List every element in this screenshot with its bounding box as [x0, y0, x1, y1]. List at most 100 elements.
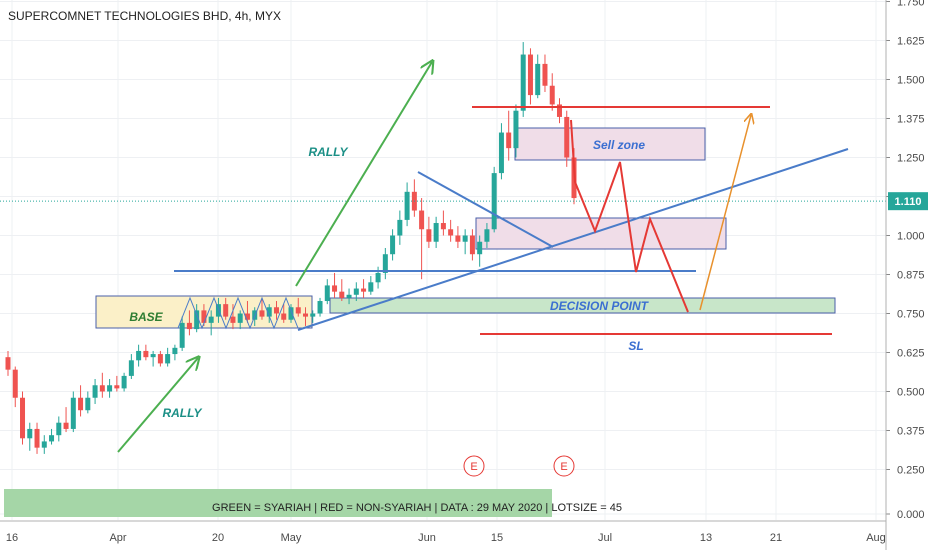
- candle[interactable]: [295, 297, 301, 317]
- candle[interactable]: [99, 372, 105, 398]
- y-tick-label: 1.000: [897, 231, 925, 243]
- candle[interactable]: [404, 182, 410, 227]
- candle[interactable]: [114, 375, 120, 392]
- candle[interactable]: [455, 226, 461, 248]
- candle[interactable]: [469, 229, 475, 261]
- candle[interactable]: [426, 216, 432, 248]
- candle[interactable]: [448, 219, 454, 242]
- candle[interactable]: [56, 416, 62, 442]
- candle[interactable]: [237, 310, 243, 330]
- y-tick-label: 1.625: [897, 36, 925, 48]
- candle[interactable]: [411, 179, 417, 217]
- x-tick-label: May: [281, 532, 302, 544]
- sell-zone-label: Sell zone: [593, 138, 645, 152]
- candle[interactable]: [49, 428, 55, 445]
- candle[interactable]: [63, 407, 69, 433]
- candle[interactable]: [136, 344, 142, 367]
- candle[interactable]: [498, 123, 504, 180]
- candle[interactable]: [266, 304, 272, 323]
- candle[interactable]: [172, 344, 178, 361]
- candle[interactable]: [150, 350, 156, 367]
- candle-body: [295, 307, 301, 314]
- x-tick-label: 16: [6, 532, 18, 544]
- candle[interactable]: [477, 235, 483, 267]
- candle[interactable]: [27, 422, 33, 451]
- candle[interactable]: [12, 366, 18, 408]
- candle-body: [353, 288, 359, 295]
- candle[interactable]: [535, 54, 541, 99]
- candle-body: [281, 313, 287, 320]
- candle[interactable]: [506, 110, 512, 161]
- candle[interactable]: [20, 391, 26, 445]
- candle[interactable]: [273, 301, 279, 320]
- candle-body: [346, 294, 352, 298]
- candle[interactable]: [353, 282, 359, 302]
- earnings-marker-1[interactable]: E: [463, 455, 485, 477]
- candle[interactable]: [440, 210, 446, 236]
- candle[interactable]: [491, 166, 497, 233]
- chart-title: SUPERCOMNET TECHNOLOGIES BHD, 4h, MYX: [8, 9, 281, 23]
- candle-body: [121, 375, 127, 389]
- candle[interactable]: [259, 297, 265, 320]
- candle[interactable]: [208, 310, 214, 336]
- candle[interactable]: [70, 391, 76, 433]
- candles[interactable]: [5, 42, 577, 454]
- candle[interactable]: [317, 297, 323, 317]
- candle[interactable]: [92, 379, 98, 404]
- candle[interactable]: [223, 297, 229, 320]
- candle[interactable]: [157, 350, 163, 367]
- candle[interactable]: [556, 98, 562, 124]
- candle[interactable]: [179, 316, 185, 351]
- candle[interactable]: [368, 276, 374, 295]
- candle[interactable]: [520, 42, 526, 117]
- candle[interactable]: [433, 216, 439, 248]
- candle[interactable]: [244, 301, 250, 323]
- candle[interactable]: [419, 198, 425, 280]
- candle[interactable]: [281, 304, 287, 323]
- candle[interactable]: [513, 104, 519, 158]
- candle[interactable]: [346, 288, 352, 305]
- candle[interactable]: [361, 279, 367, 298]
- candle[interactable]: [564, 110, 570, 167]
- candle[interactable]: [303, 307, 309, 326]
- candle-body: [27, 428, 33, 439]
- candle[interactable]: [85, 391, 91, 414]
- candle[interactable]: [382, 247, 388, 280]
- candle[interactable]: [549, 73, 555, 111]
- candle[interactable]: [332, 272, 338, 298]
- candle-body: [157, 354, 163, 364]
- candle[interactable]: [186, 310, 192, 336]
- candle[interactable]: [390, 229, 396, 261]
- candle[interactable]: [34, 422, 40, 454]
- candle[interactable]: [397, 210, 403, 245]
- candle[interactable]: [375, 266, 381, 289]
- candle[interactable]: [165, 347, 171, 367]
- candle[interactable]: [324, 279, 330, 305]
- candle-body: [20, 397, 26, 439]
- candle[interactable]: [310, 310, 316, 323]
- candle-body: [99, 385, 105, 392]
- candle[interactable]: [5, 350, 11, 376]
- candle[interactable]: [78, 385, 84, 417]
- candle-body: [179, 322, 185, 348]
- candle[interactable]: [527, 48, 533, 105]
- candle[interactable]: [194, 304, 200, 333]
- candle[interactable]: [143, 344, 149, 361]
- candle[interactable]: [41, 435, 47, 454]
- candle[interactable]: [542, 54, 548, 92]
- candle[interactable]: [230, 304, 236, 330]
- x-tick-label: 13: [700, 532, 712, 544]
- candle[interactable]: [121, 372, 127, 392]
- candle[interactable]: [288, 304, 294, 323]
- earnings-marker-2[interactable]: E: [553, 455, 575, 477]
- candle[interactable]: [128, 354, 134, 380]
- sl-label: SL: [628, 339, 643, 353]
- candle[interactable]: [339, 279, 345, 302]
- candle[interactable]: [484, 223, 490, 248]
- candle[interactable]: [107, 379, 113, 398]
- earnings-circle: [553, 455, 575, 477]
- candle[interactable]: [462, 229, 468, 255]
- candle-body: [237, 313, 243, 323]
- candle-body: [542, 63, 548, 86]
